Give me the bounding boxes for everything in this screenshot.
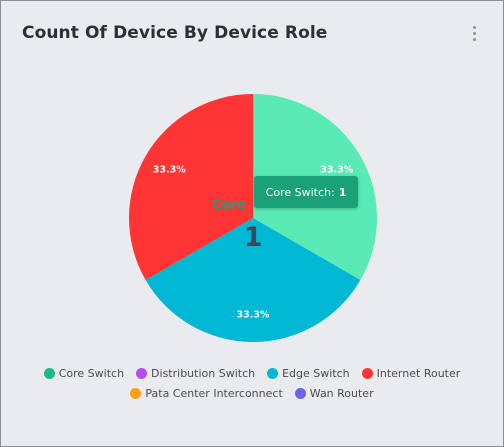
tooltip-label: Core Switch: bbox=[265, 185, 335, 199]
legend-label: Internet Router bbox=[376, 367, 461, 380]
legend-label: Edge Switch bbox=[282, 367, 350, 380]
legend-item-wan-router[interactable]: Wan Router bbox=[294, 387, 374, 400]
legend-item-internet-router[interactable]: Internet Router bbox=[361, 367, 461, 380]
center-label: Core bbox=[212, 198, 246, 213]
legend-item-edge-switch[interactable]: Edge Switch bbox=[267, 367, 350, 380]
chart-tooltip: Core Switch: 1 bbox=[254, 176, 358, 208]
legend-item-pata-center-interconnect[interactable]: Pata Center Interconnect bbox=[130, 387, 283, 400]
legend-item-core-switch[interactable]: Core Switch bbox=[43, 367, 125, 380]
tooltip-value: 1 bbox=[338, 185, 347, 199]
legend-swatch-icon bbox=[267, 368, 279, 379]
legend-swatch-icon bbox=[361, 368, 373, 379]
legend-label: Wan Router bbox=[309, 387, 374, 400]
chart-title: Count Of Device By Device Role bbox=[22, 23, 328, 43]
legend-swatch-icon bbox=[136, 368, 148, 379]
legend-swatch-icon bbox=[130, 388, 142, 399]
pie-slice-internet-router[interactable] bbox=[129, 94, 253, 280]
legend-swatch-icon bbox=[294, 388, 306, 399]
slice-percent-label-core-switch: 33.3% bbox=[320, 165, 353, 176]
legend-label: Pata Center Interconnect bbox=[145, 387, 283, 400]
legend-label: Core Switch bbox=[58, 367, 125, 380]
legend-item-distribution-switch[interactable]: Distribution Switch bbox=[136, 367, 255, 380]
slice-percent-label-edge-switch: 33.3% bbox=[237, 310, 270, 321]
legend-swatch-icon bbox=[43, 368, 55, 379]
legend-label: Distribution Switch bbox=[151, 367, 256, 380]
slice-percent-label-internet-router: 33.3% bbox=[153, 165, 186, 176]
center-value: 1 bbox=[244, 222, 263, 253]
kebab-menu-icon[interactable] bbox=[467, 26, 481, 44]
chart-legend: Core Switch Distribution Switch Edge Switc… bbox=[0, 367, 504, 407]
